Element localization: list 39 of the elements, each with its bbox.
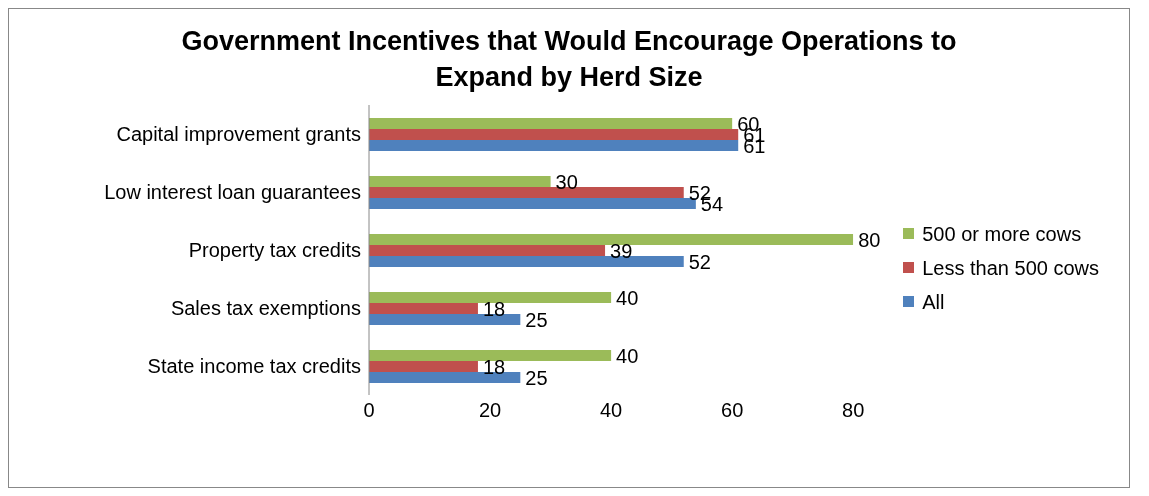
- legend-label: Less than 500 cows: [921, 255, 1099, 281]
- data-label: 39: [610, 239, 633, 262]
- data-label: 18: [482, 297, 506, 320]
- legend-label: 500 or more cows: [921, 221, 1083, 247]
- bar: [369, 245, 606, 256]
- bar: [369, 256, 684, 267]
- bar: [369, 187, 684, 198]
- y-tick-label: Sales tax exemptions: [170, 297, 361, 320]
- data-label: 80: [858, 228, 881, 251]
- y-tick-label: Low interest loan guarantees: [104, 181, 361, 204]
- bar: [369, 372, 521, 383]
- x-tick-label: 0: [363, 399, 375, 422]
- y-tick-label: State income tax credits: [147, 355, 361, 378]
- bar: [369, 350, 612, 361]
- data-label: 25: [525, 308, 548, 331]
- y-tick-label: Capital improvement grants: [116, 123, 361, 146]
- x-tick-label: 80: [842, 399, 865, 422]
- bar: [369, 361, 478, 372]
- data-label: 40: [616, 286, 639, 309]
- bar: [369, 292, 612, 303]
- y-tick-label: Property tax credits: [188, 239, 361, 262]
- data-label: 25: [525, 366, 548, 389]
- bar: [369, 234, 854, 245]
- x-tick-label: 20: [478, 399, 502, 422]
- bar: [369, 118, 733, 129]
- bar: [369, 176, 551, 187]
- chart-title: Government Incentives that Would Encourage Operations to Expand by Herd Size: [180, 25, 958, 94]
- legend-label: All: [921, 289, 946, 315]
- bar: [369, 198, 696, 209]
- bar: [369, 129, 739, 140]
- data-label: 18: [482, 355, 506, 378]
- x-tick-label: 60: [721, 399, 744, 422]
- data-label: 40: [616, 344, 639, 367]
- x-tick-label: 40: [599, 399, 623, 422]
- bar: [369, 140, 739, 151]
- bar: [369, 303, 478, 314]
- data-label: 30: [555, 170, 578, 193]
- bar: [369, 314, 521, 325]
- data-label: 52: [688, 250, 711, 273]
